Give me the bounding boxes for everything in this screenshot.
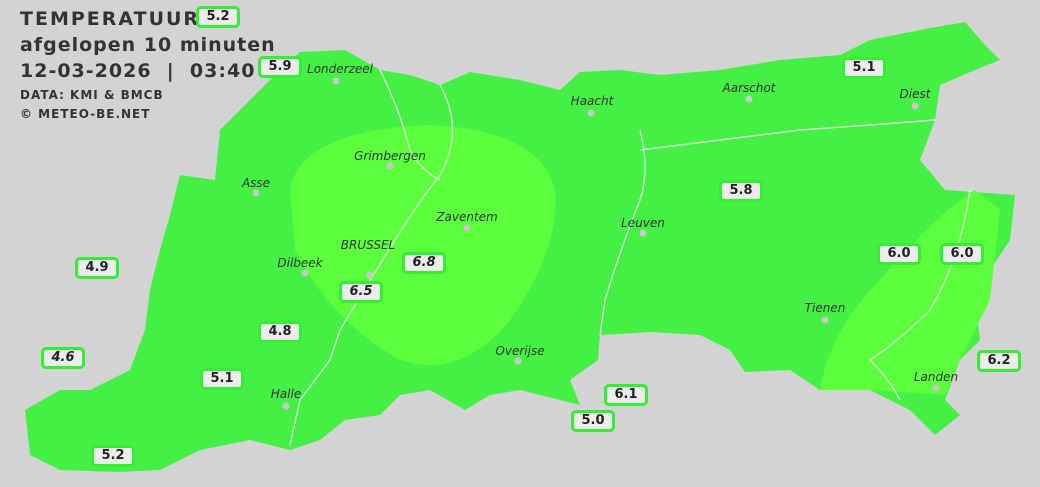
warm-zone-center [290, 125, 556, 365]
city-label: Halle [270, 387, 302, 401]
temperature-reading: 4.8 [258, 321, 302, 343]
city-dot [252, 189, 260, 197]
temperature-reading: 6.5 [339, 281, 383, 303]
city-label: Asse [241, 176, 271, 190]
temperature-reading: 5.2 [91, 445, 135, 467]
city-label: Londerzeel [307, 62, 373, 76]
temperature-reading: 5.9 [258, 56, 302, 78]
city-label: Diest [899, 87, 931, 101]
copyright: © METEO-BE.NET [20, 107, 151, 121]
temperature-reading: 6.8 [402, 252, 446, 274]
temperature-reading: 5.0 [571, 410, 615, 432]
temperature-reading: 4.9 [75, 257, 119, 279]
city-dot [514, 357, 522, 365]
city-label: Leuven [621, 216, 665, 230]
map-subtitle: afgelopen 10 minuten [20, 34, 276, 56]
city-label: Grimbergen [354, 149, 426, 163]
city-label: Haacht [570, 94, 614, 108]
city-label: Overijse [495, 344, 545, 358]
temperature-reading: 6.1 [604, 384, 648, 406]
temperature-reading: 5.1 [842, 57, 886, 79]
city-dot [386, 162, 394, 170]
temperature-reading: 6.0 [877, 243, 921, 265]
city-dot [463, 224, 471, 232]
city-dot [301, 269, 309, 277]
city-label: Tienen [804, 301, 846, 315]
city-label: Dilbeek [277, 256, 323, 270]
city-dot [639, 229, 647, 237]
warm-zone-east [820, 190, 1000, 395]
city-dot [366, 271, 374, 279]
temperature-reading: 6.0 [940, 243, 984, 265]
temperature-reading: 5.1 [200, 368, 244, 390]
city-label: Aarschot [722, 81, 776, 95]
temperature-reading: 5.2 [196, 6, 240, 28]
city-dot [745, 95, 753, 103]
city-label: Zaventem [436, 210, 498, 224]
data-source: DATA: KMI & BMCB [20, 88, 164, 102]
city-dot [332, 77, 340, 85]
city-dot [821, 316, 829, 324]
city-dot [282, 402, 290, 410]
temperature-reading: 5.8 [719, 180, 763, 202]
city-label: BRUSSEL [340, 238, 396, 252]
city-dot [911, 102, 919, 110]
city-dot [587, 109, 595, 117]
city-label: Landen [913, 370, 959, 384]
city-dot [932, 384, 940, 392]
boundary-lines [289, 69, 971, 446]
temperature-reading: 4.6 [41, 347, 85, 369]
map-datetime: 12-03-2026 | 03:40 [20, 60, 256, 82]
temperature-reading: 6.2 [977, 350, 1021, 372]
map-title: TEMPERATUUR [20, 8, 201, 30]
